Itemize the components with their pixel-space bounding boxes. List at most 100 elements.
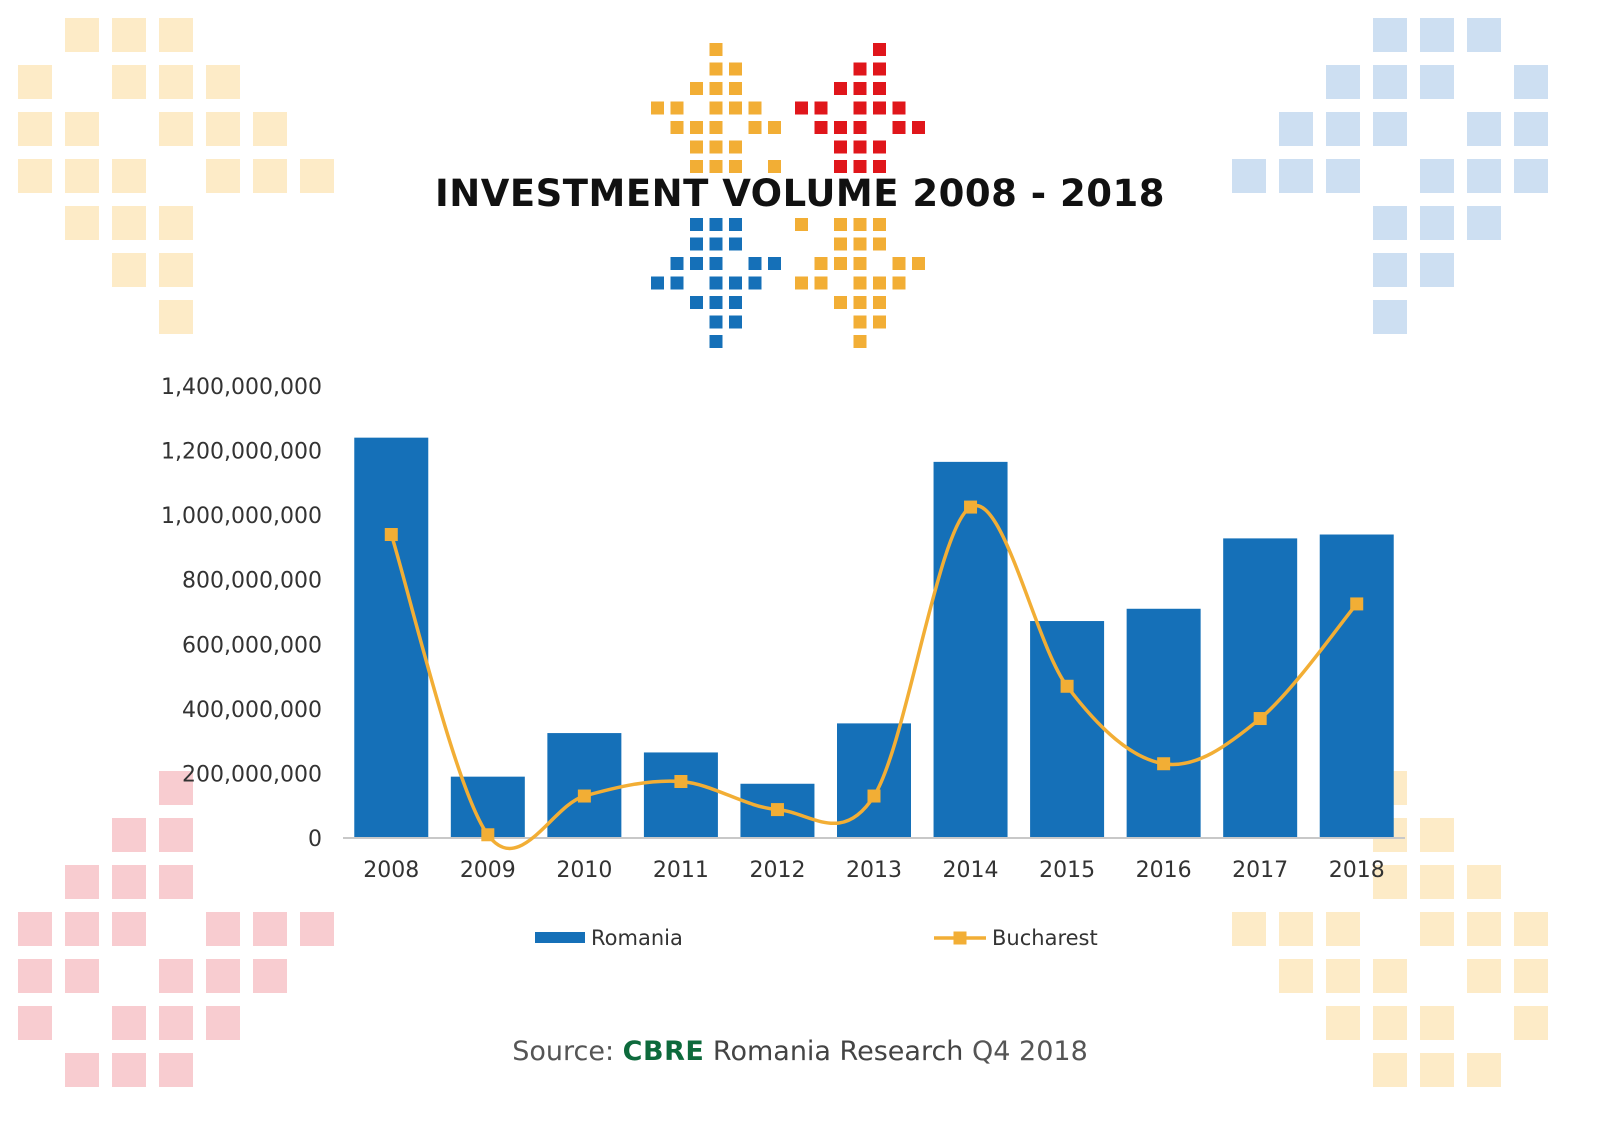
pattern-square [1373, 1006, 1407, 1040]
pattern-square [892, 101, 906, 115]
pattern-square [1514, 912, 1548, 946]
line-marker [770, 803, 784, 817]
pattern-square [206, 912, 240, 946]
pattern-square [1467, 959, 1501, 993]
pattern-square [18, 159, 52, 193]
pattern-square [1514, 959, 1548, 993]
pattern-square [709, 62, 723, 76]
pattern-square [795, 218, 808, 231]
pattern-square [873, 160, 886, 173]
pattern-square [912, 121, 925, 134]
y-tick-label: 1,400,000,000 [161, 375, 322, 400]
pattern-square [729, 296, 742, 309]
x-tick-label: 2012 [749, 858, 805, 883]
line-marker [674, 775, 688, 788]
pattern-square [834, 237, 847, 251]
pattern-square [1420, 912, 1454, 946]
x-tick-label: 2013 [846, 858, 902, 883]
bar [933, 461, 1008, 838]
pattern-square [853, 82, 867, 95]
pattern-square [873, 101, 886, 115]
pattern-square [748, 257, 762, 270]
pattern-square [768, 160, 781, 173]
pattern-square [690, 237, 703, 251]
pattern-square [159, 865, 193, 899]
legend-marker-bucharest [953, 931, 967, 945]
pattern-square [65, 865, 99, 899]
pattern-square [892, 257, 906, 270]
pattern-square [112, 912, 146, 946]
pattern-square [853, 140, 867, 154]
pattern-square [1373, 112, 1407, 146]
pattern-square [729, 276, 742, 290]
source-period: Q4 2018 [972, 1036, 1088, 1067]
pattern-square [112, 253, 146, 287]
pattern-square [159, 771, 193, 805]
corner-pattern-bottom-left [18, 771, 334, 1087]
pattern-square [206, 159, 240, 193]
pattern-square [690, 121, 703, 134]
pattern-square [709, 237, 723, 251]
pattern-square [651, 276, 664, 290]
pattern-square [834, 121, 847, 134]
pattern-square [873, 43, 886, 56]
pattern-square [729, 160, 742, 173]
y-tick-label: 600,000,000 [182, 633, 322, 658]
pattern-square [853, 237, 867, 251]
pattern-square [1326, 65, 1360, 99]
pattern-square [834, 218, 847, 231]
pattern-square [814, 121, 828, 134]
pattern-square [1467, 1053, 1501, 1087]
pattern-square [834, 160, 847, 173]
pattern-square [1514, 1006, 1548, 1040]
pattern-square [1514, 65, 1548, 99]
pattern-square [159, 112, 193, 146]
pattern-square [1279, 159, 1313, 193]
pattern-square [670, 101, 684, 115]
bar [1223, 538, 1298, 838]
pattern-square [709, 121, 723, 134]
pattern-square [748, 276, 762, 290]
pattern-square [729, 101, 742, 115]
x-tick-label: 2015 [1039, 858, 1095, 883]
pattern-square [912, 257, 925, 270]
pattern-square [112, 206, 146, 240]
pattern-square [768, 121, 781, 134]
pattern-square [1373, 300, 1407, 334]
pattern-square [651, 101, 664, 115]
pattern-square [853, 296, 867, 309]
pattern-square [690, 257, 703, 270]
line-marker [577, 789, 591, 803]
pattern-square [834, 296, 847, 309]
pattern-square [159, 1053, 193, 1087]
y-tick-label: 1,200,000,000 [161, 440, 322, 465]
pattern-square [253, 959, 287, 993]
pattern-square [795, 276, 808, 290]
pattern-square [206, 1006, 240, 1040]
pattern-square [1279, 959, 1313, 993]
pattern-square [1420, 865, 1454, 899]
pattern-square [853, 62, 867, 76]
pattern-square [159, 18, 193, 52]
pattern-square [253, 159, 287, 193]
pattern-square [1326, 959, 1360, 993]
pattern-square [690, 160, 703, 173]
pattern-square [873, 140, 886, 154]
pattern-square [690, 140, 703, 154]
pattern-square [253, 112, 287, 146]
pattern-square [709, 43, 723, 56]
y-tick-label: 800,000,000 [182, 569, 322, 594]
pattern-square [1420, 206, 1454, 240]
pattern-square [1232, 912, 1266, 946]
bar [547, 733, 622, 838]
pattern-square [834, 82, 847, 95]
pattern-square [1467, 18, 1501, 52]
pattern-square [1420, 159, 1454, 193]
pattern-square [206, 112, 240, 146]
bucharest-line [389, 503, 1359, 851]
line-marker [1253, 712, 1267, 726]
pattern-square [18, 1006, 52, 1040]
pattern-square [768, 257, 781, 270]
pattern-square [1514, 159, 1548, 193]
